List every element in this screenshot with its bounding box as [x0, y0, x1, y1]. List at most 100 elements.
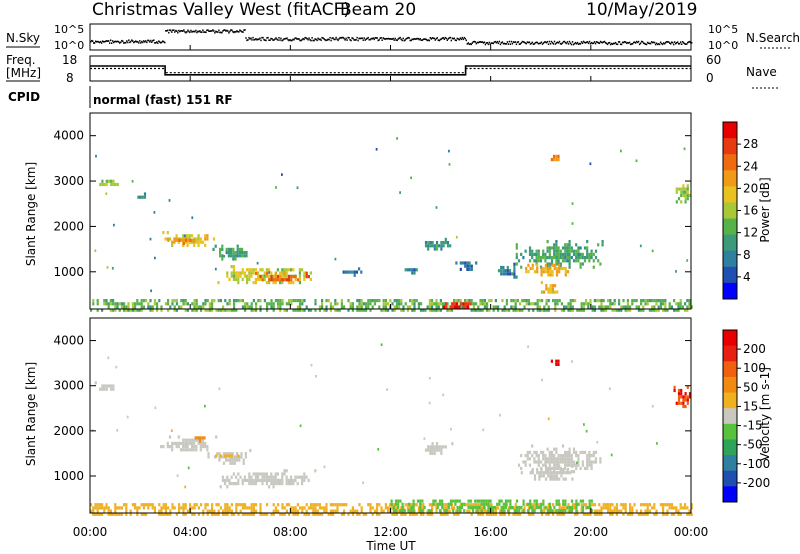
- scatter-cell: [191, 302, 194, 306]
- scatter-cell: [529, 505, 532, 510]
- scatter-cell: [512, 305, 515, 309]
- scatter-cell: [487, 505, 490, 510]
- scatter-cell: [243, 254, 246, 258]
- scatter-cell: [236, 251, 239, 255]
- nsky-point: [377, 39, 379, 42]
- nsky-point: [545, 41, 548, 44]
- colorbar-swatch: [723, 154, 737, 171]
- scatter-cell: [125, 512, 128, 516]
- scatter-cell: [460, 302, 463, 306]
- scatter-cell: [485, 502, 488, 506]
- scatter-cell: [518, 509, 521, 513]
- colorbar-tick-label: 24: [743, 159, 758, 173]
- nsky-point: [311, 37, 313, 39]
- scatter-cell: [490, 512, 493, 516]
- scatter-cell: [281, 302, 284, 306]
- nsky-point: [337, 39, 339, 42]
- scatter-cell: [236, 247, 239, 251]
- scatter-cell: [101, 182, 104, 187]
- scatter-cell: [307, 478, 310, 482]
- scatter-cell: [340, 512, 343, 516]
- nsky-point: [258, 38, 260, 41]
- scatter-cell: [131, 302, 134, 306]
- scatter-cell: [188, 438, 191, 442]
- scatter-cell: [547, 266, 550, 271]
- nsky-point: [588, 40, 591, 43]
- scatter-cell: [272, 482, 275, 486]
- scatter-cell: [618, 302, 621, 306]
- scatter-cell: [241, 503, 244, 507]
- scatter-cell: [110, 384, 113, 388]
- scatter-cell: [316, 509, 319, 513]
- nsky-point: [105, 40, 107, 43]
- scatter-cell: [224, 512, 227, 516]
- scatter-cell: [412, 502, 415, 506]
- scatter-cell: [327, 299, 330, 303]
- scatter-cell: [230, 308, 233, 312]
- scatter-cell: [246, 302, 249, 306]
- scatter-cell: [362, 308, 365, 312]
- scatter-cell: [588, 502, 591, 506]
- nsky-point: [518, 43, 521, 45]
- scatter-cell: [515, 509, 519, 513]
- scatter-cell: [539, 259, 543, 263]
- scatter-cell: [478, 499, 481, 503]
- scatter-cell: [259, 299, 262, 303]
- colorbar-swatch: [723, 439, 737, 456]
- nsky-point: [99, 41, 101, 44]
- nsky-point: [547, 43, 550, 45]
- scatter-cell: [281, 478, 284, 482]
- nsky-point: [368, 38, 370, 41]
- scatter-cell: [175, 302, 178, 306]
- scatter-cell: [435, 503, 438, 507]
- scatter-cell: [668, 302, 671, 306]
- scatter-cell: [402, 308, 405, 312]
- scatter-cell: [593, 299, 596, 303]
- nsky-point: [360, 37, 362, 40]
- scatter-cell: [329, 503, 332, 507]
- scatter-cell: [515, 262, 518, 266]
- scatter-cell: [446, 503, 449, 507]
- scatter-cell: [274, 278, 277, 282]
- scatter-cell: [564, 457, 567, 461]
- scatter-cell: [486, 512, 489, 516]
- nsky-point: [387, 37, 389, 40]
- nsky-point: [637, 40, 640, 43]
- nsky-point: [329, 36, 331, 39]
- scatter-cell: [438, 445, 441, 449]
- scatter-cell: [472, 308, 475, 312]
- scatter-cell: [225, 452, 228, 456]
- scatter-cell: [356, 308, 359, 312]
- scatter-cell: [524, 463, 527, 467]
- scatter-cell: [123, 308, 126, 312]
- nsky-point: [475, 42, 477, 45]
- nsky-point: [146, 41, 148, 44]
- nsky-point: [511, 42, 514, 45]
- scatter-cell: [553, 454, 556, 458]
- scatter-cell: [456, 302, 459, 306]
- power-cells: [90, 137, 693, 312]
- scatter-cell: [474, 499, 477, 503]
- scatter-cell: [664, 503, 667, 507]
- scatter-cell: [329, 305, 332, 309]
- nsky-point: [597, 42, 600, 44]
- scatter-cell: [325, 308, 328, 312]
- scatter-cell: [281, 278, 284, 282]
- nsky-strip: [89, 23, 693, 51]
- colorbar-swatch: [723, 266, 737, 284]
- scatter-cell: [562, 467, 565, 472]
- scatter-cell: [510, 305, 513, 309]
- scatter-cell: [149, 299, 152, 303]
- scatter-cell: [228, 454, 231, 458]
- scatter-cell: [555, 243, 558, 247]
- nsky-point: [388, 38, 390, 40]
- scatter-cell: [233, 305, 236, 309]
- nsky-point: [493, 41, 496, 43]
- scatter-cell: [508, 272, 512, 276]
- scatter-cell: [232, 268, 235, 272]
- nsky-point: [420, 39, 422, 41]
- scatter-cell: [453, 302, 456, 306]
- scatter-cell: [677, 388, 681, 393]
- nsky-point: [524, 42, 527, 44]
- nsky-point: [576, 41, 579, 44]
